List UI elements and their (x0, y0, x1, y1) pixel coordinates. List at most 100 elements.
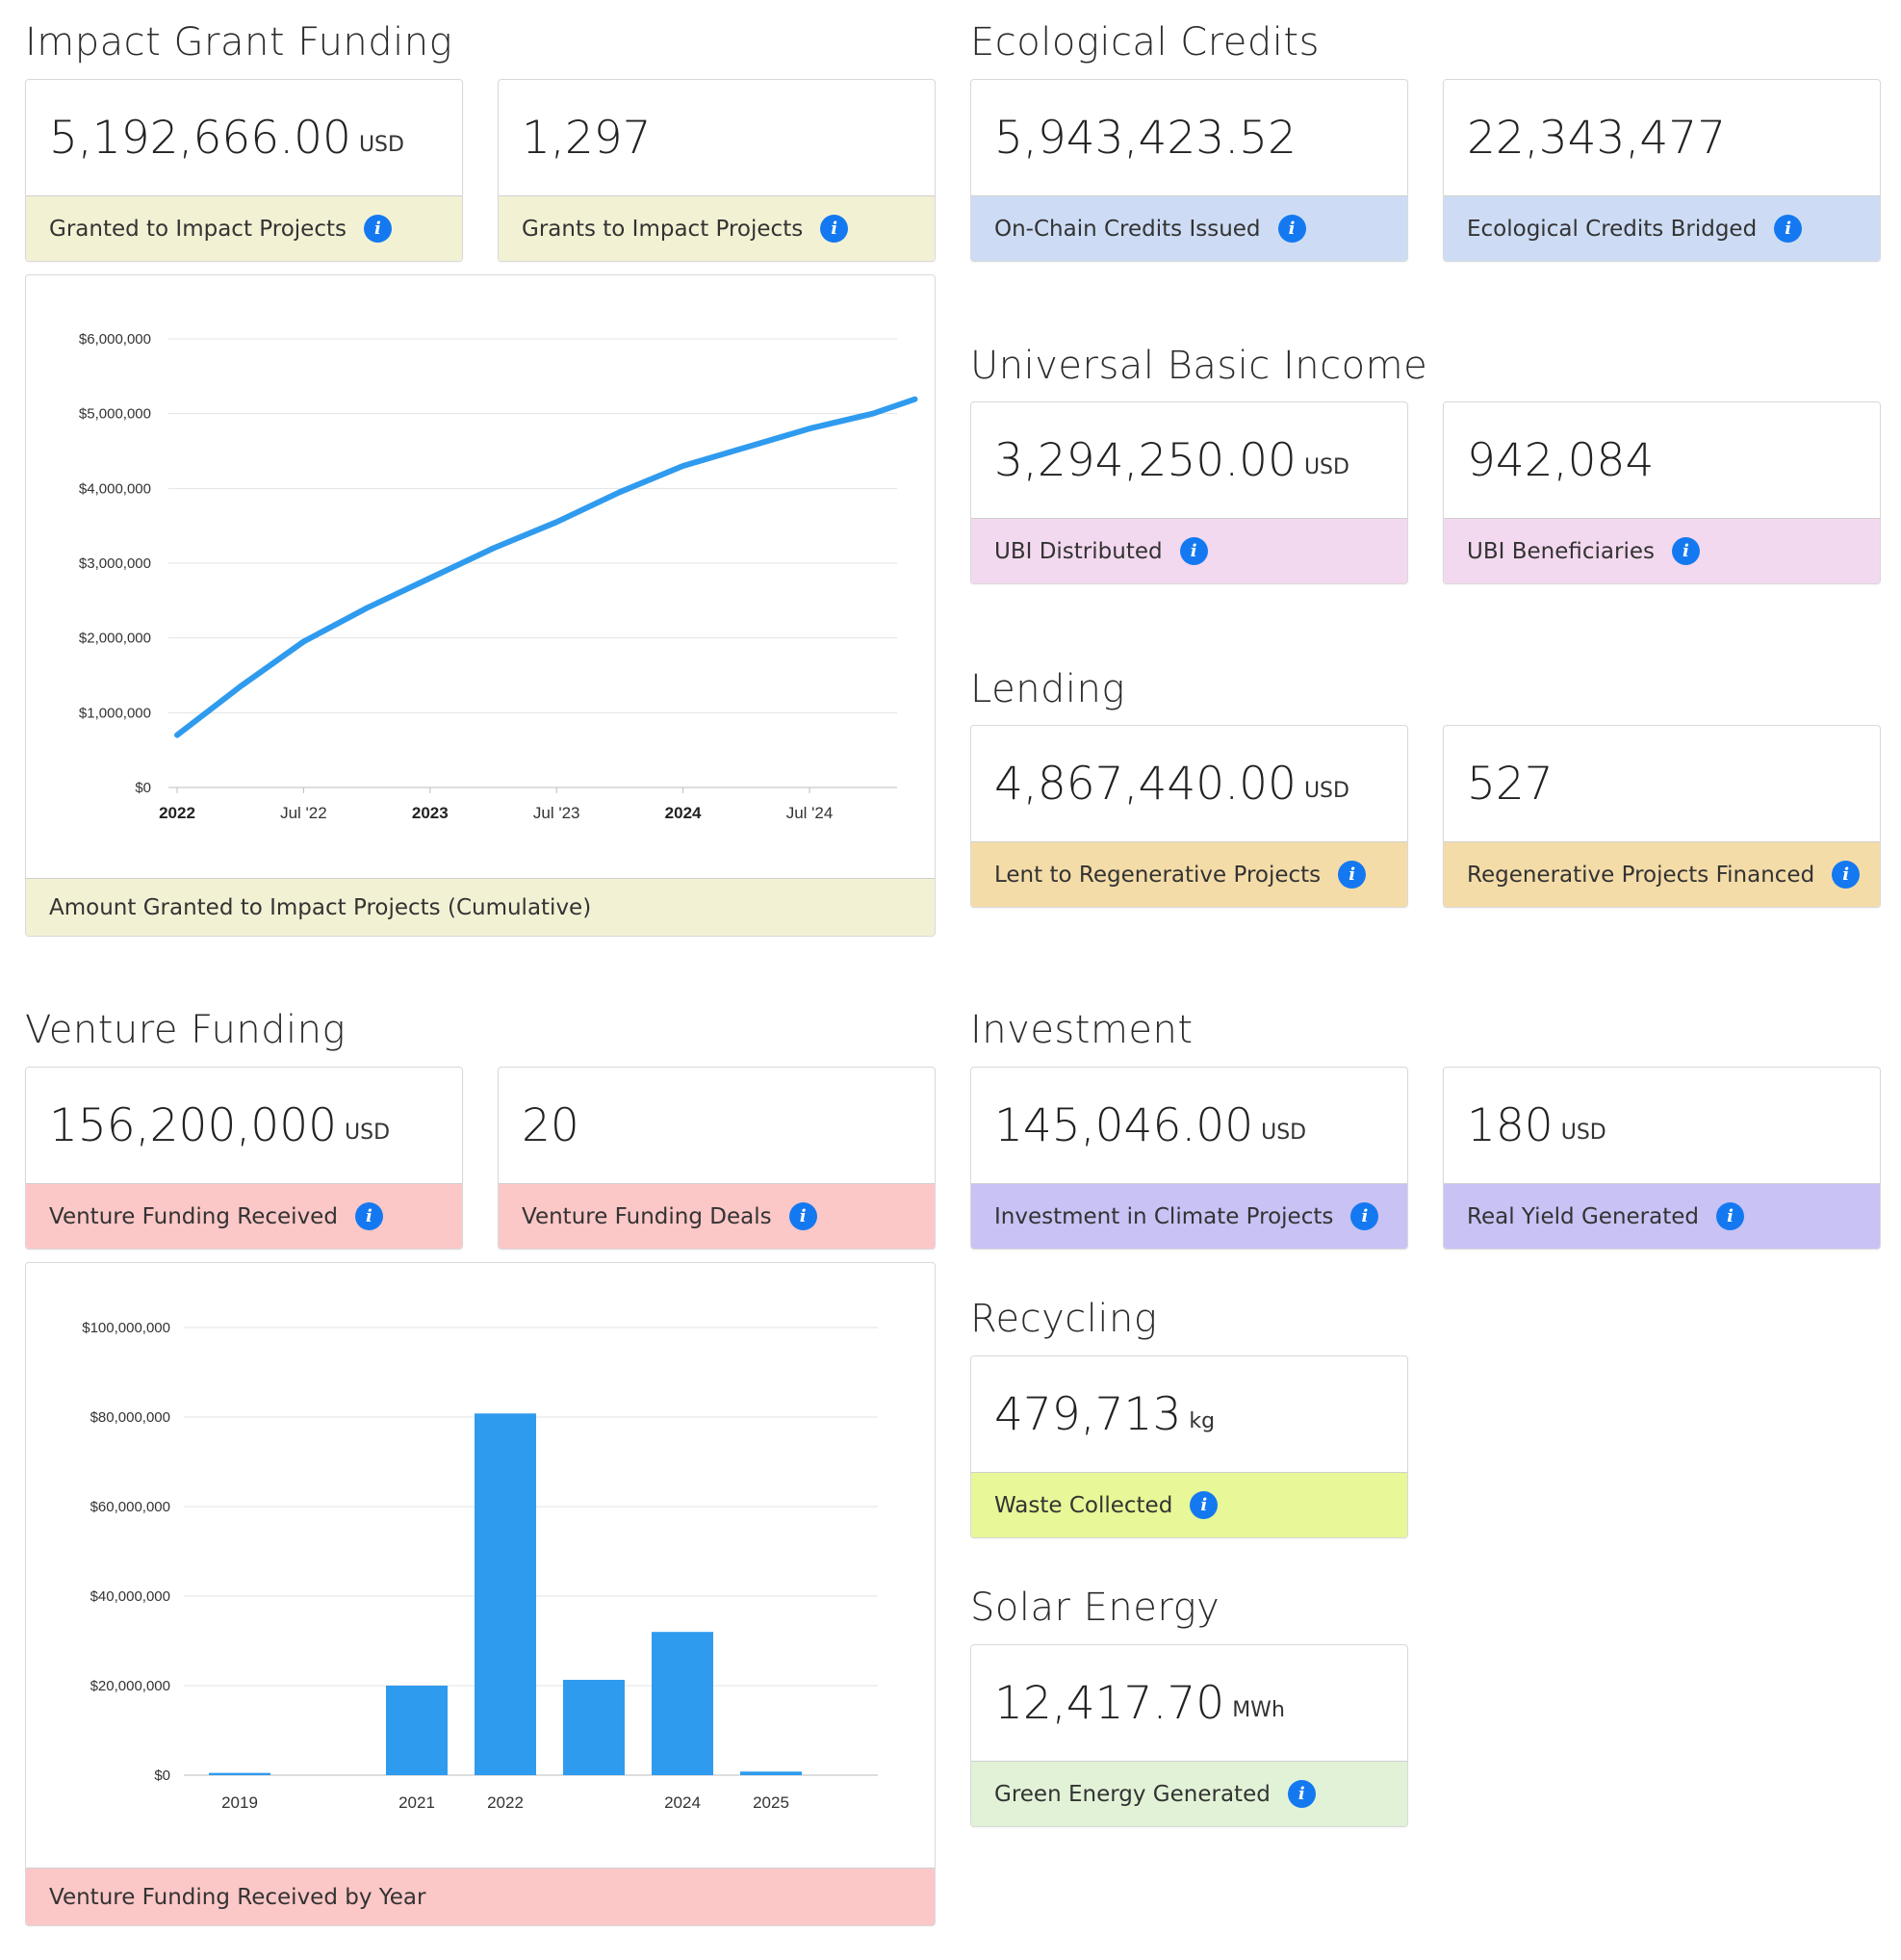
metric-card-projects-financed: 527 Regenerative Projects Financed i (1443, 725, 1881, 908)
metric-number: 479,713 (994, 1387, 1182, 1441)
section-title-credits: Ecological Credits (970, 20, 1320, 64)
metric-value: 5,943,423.52 (994, 80, 1297, 195)
y-tick-label: $20,000,000 (90, 1678, 170, 1694)
bar-chart-canvas: $0 $20,000,000 $40,000,000 $60,000,000 $80,0… (82, 1320, 878, 1812)
metric-number: 180 (1467, 1098, 1554, 1152)
bar-2023 (563, 1679, 625, 1775)
metric-number: 5,943,423.52 (994, 111, 1297, 165)
section-title-grant: Impact Grant Funding (25, 20, 453, 64)
x-tick-label: Jul '24 (786, 804, 834, 822)
x-tick-label: Jul '23 (533, 804, 580, 822)
info-icon[interactable]: i (1774, 215, 1803, 243)
metric-number: 942,084 (1467, 433, 1655, 487)
metric-card-ubi-beneficiaries: 942,084 UBI Beneficiaries i (1443, 401, 1881, 584)
metric-number: 3,294,250.00 (994, 433, 1297, 487)
metric-card-grant-count: 1,297 Grants to Impact Projects i (498, 79, 936, 262)
metric-label-bar: Waste Collected i (971, 1472, 1407, 1537)
metric-number: 156,200,000 (49, 1098, 338, 1152)
metric-label: Green Energy Generated (994, 1781, 1271, 1807)
chart-caption: Venture Funding Received by Year (49, 1884, 426, 1910)
y-tick-label: $4,000,000 (79, 480, 151, 497)
metric-unit: USD (358, 132, 404, 157)
metric-label: Grants to Impact Projects (522, 216, 804, 242)
metric-label: Lent to Regenerative Projects (994, 862, 1322, 888)
x-tick-label: 2024 (665, 804, 702, 822)
section-title-recycling: Recycling (970, 1297, 1158, 1341)
metric-number: 4,867,440.00 (994, 757, 1297, 811)
metric-value: 942,084 (1467, 402, 1654, 518)
metric-value: 4,867,440.00 USD (994, 726, 1349, 841)
metric-value: 180 USD (1467, 1068, 1606, 1183)
metric-unit: USD (1261, 1120, 1307, 1145)
metric-value: 527 (1467, 726, 1554, 841)
metric-card-real-yield: 180 USD Real Yield Generated i (1443, 1067, 1881, 1250)
bar-2019 (209, 1772, 270, 1775)
metric-unit: USD (1560, 1120, 1606, 1145)
y-tick-label: $2,000,000 (79, 631, 151, 647)
info-icon[interactable]: i (788, 1202, 817, 1230)
metric-card-ubi-distributed: 3,294,250.00 USD UBI Distributed i (970, 401, 1408, 584)
info-icon[interactable]: i (1287, 1780, 1316, 1808)
info-icon[interactable]: i (1715, 1202, 1744, 1230)
metric-label: Ecological Credits Bridged (1467, 216, 1758, 242)
info-icon[interactable]: i (1179, 537, 1208, 565)
metric-label-bar: Real Yield Generated i (1444, 1183, 1880, 1249)
x-tick-label: 2022 (159, 804, 195, 822)
metric-card-venture-deals: 20 Venture Funding Deals i (498, 1067, 936, 1250)
metric-label: Waste Collected (994, 1492, 1173, 1518)
info-icon[interactable]: i (1671, 537, 1700, 565)
info-icon[interactable]: i (1190, 1491, 1219, 1519)
metric-label: UBI Beneficiaries (1467, 538, 1655, 564)
series-line (174, 396, 918, 738)
metric-value: 20 (522, 1068, 579, 1183)
metric-number: 1,297 (522, 111, 652, 165)
y-tick-label: $5,000,000 (79, 406, 151, 423)
bar-2021 (386, 1686, 448, 1775)
grant-cumulative-chart: $0 $1,000,000 $2,000,000 $3,000,000 $4,000,0… (25, 274, 936, 937)
x-tick-label: 2025 (753, 1793, 789, 1812)
metric-unit: kg (1189, 1408, 1216, 1433)
info-icon[interactable]: i (354, 1202, 383, 1230)
metric-label-bar: Grants to Impact Projects i (499, 195, 935, 261)
metric-unit: USD (345, 1120, 391, 1145)
metric-value: 12,417.70 MWh (994, 1645, 1285, 1761)
metric-label-bar: UBI Beneficiaries i (1444, 518, 1880, 583)
section-title-investment: Investment (970, 1008, 1194, 1052)
metric-label-bar: Regenerative Projects Financed i (1444, 841, 1880, 907)
x-tick-label: 2024 (664, 1793, 701, 1812)
section-title-lending: Lending (970, 667, 1125, 711)
metric-label-bar: Ecological Credits Bridged i (1444, 195, 1880, 261)
metric-number: 145,046.00 (994, 1098, 1254, 1152)
metric-label: Granted to Impact Projects (49, 216, 347, 242)
info-icon[interactable]: i (1277, 215, 1306, 243)
info-icon[interactable]: i (1350, 1202, 1379, 1230)
metric-label: UBI Distributed (994, 538, 1163, 564)
metric-label-bar: On-Chain Credits Issued i (971, 195, 1407, 261)
metric-number: 20 (522, 1098, 579, 1152)
metric-label-bar: Investment in Climate Projects i (971, 1183, 1407, 1249)
metric-label-bar: Green Energy Generated i (971, 1761, 1407, 1826)
info-icon[interactable]: i (363, 215, 392, 243)
metric-label: Venture Funding Deals (522, 1203, 772, 1229)
info-icon[interactable]: i (820, 215, 849, 243)
y-tick-label: $0 (135, 780, 151, 796)
x-tick-label: 2023 (412, 804, 449, 822)
bar-2022 (475, 1413, 536, 1775)
metric-label-bar: Granted to Impact Projects i (26, 195, 462, 261)
metric-label-bar: UBI Distributed i (971, 518, 1407, 583)
metric-value: 156,200,000 USD (49, 1068, 390, 1183)
x-tick-label: 2021 (398, 1793, 435, 1812)
y-tick-label: $80,000,000 (90, 1409, 170, 1426)
y-tick-label: $60,000,000 (90, 1499, 170, 1515)
metric-label: Investment in Climate Projects (994, 1203, 1334, 1229)
section-title-ubi: Universal Basic Income (970, 344, 1428, 388)
chart-caption-bar: Amount Granted to Impact Projects (Cumul… (26, 878, 935, 936)
y-tick-label: $100,000,000 (82, 1320, 170, 1336)
section-title-solar: Solar Energy (970, 1586, 1220, 1630)
venture-by-year-chart: $0 $20,000,000 $40,000,000 $60,000,000 $80,0… (25, 1262, 936, 1926)
y-tick-label: $40,000,000 (90, 1588, 170, 1605)
metric-card-granted-amount: 5,192,666.00 USD Granted to Impact Proje… (25, 79, 463, 262)
info-icon[interactable]: i (1832, 861, 1861, 889)
metric-label-bar: Venture Funding Deals i (499, 1183, 935, 1249)
info-icon[interactable]: i (1338, 861, 1367, 889)
